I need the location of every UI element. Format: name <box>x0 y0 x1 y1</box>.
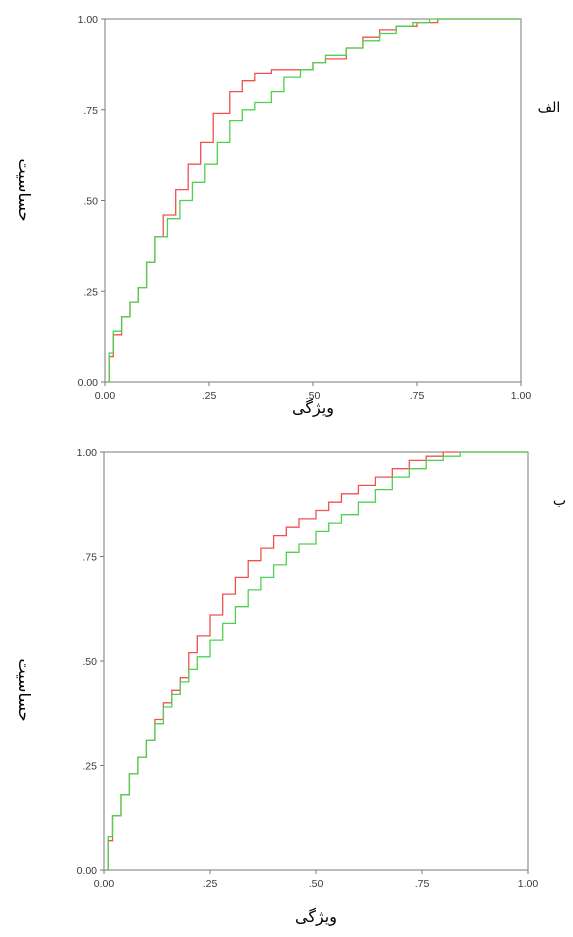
panel-a-x-tick-label: .75 <box>410 390 425 402</box>
panel-a-plot-frame <box>104 18 522 383</box>
panel-a-series-2-line <box>105 18 521 383</box>
panel-a-series-layer <box>105 18 521 383</box>
panel-a-y-axis-label: حساسیت <box>15 159 34 222</box>
panel-a-y-tick-label: .75 <box>83 105 98 117</box>
panel-b-x-tick-label: .50 <box>309 878 324 890</box>
panel-a-tag: الف <box>538 100 561 116</box>
panel-b-y-tick-label: .25 <box>82 761 97 773</box>
panel-a-y-tick-label: .25 <box>83 286 98 298</box>
panel-b: 0.00 .25 .50 .75 1.00 0.00 .25 .50 .75 1.00 ب ویژ… <box>15 447 566 927</box>
panel-b-y-tick-label: .50 <box>82 656 97 668</box>
panel-b-x-tick-label: .25 <box>203 878 218 890</box>
panel-a-y-tick-label: 0.00 <box>78 377 99 389</box>
panel-b-ticks-layer: 0.00 .25 .50 .75 1.00 0.00 .25 .50 .75 1.00 <box>77 447 539 890</box>
panel-b-x-tick-label: 1.00 <box>518 878 539 890</box>
panel-a-x-tick-label: .50 <box>306 390 321 402</box>
panel-b-x-tick-label: 0.00 <box>94 878 115 890</box>
panel-a-x-tick-label: .25 <box>202 390 217 402</box>
panel-b-y-axis-label: حساسیت <box>15 659 34 722</box>
panel-a-x-tick-label: 0.00 <box>95 390 116 402</box>
panel-b-tag: ب <box>553 493 566 509</box>
panel-a: 0.00 .25 .50 .75 1.00 0.00 .25 .50 .75 1.00 الف و… <box>15 14 560 418</box>
panel-b-y-tick-label: .75 <box>82 552 97 564</box>
panel-a-y-tick-label: 1.00 <box>78 14 99 26</box>
panel-b-x-axis-label: ویژگی <box>295 907 337 927</box>
panel-b-y-tick-label: 1.00 <box>77 447 98 459</box>
panel-a-x-tick-label: 1.00 <box>511 390 532 402</box>
panel-a-x-axis-label: ویژگی <box>292 398 334 418</box>
panel-b-plot-frame <box>103 451 529 871</box>
panel-b-series-layer <box>104 451 528 871</box>
panel-a-ticks-layer: 0.00 .25 .50 .75 1.00 0.00 .25 .50 .75 1.00 <box>78 14 532 402</box>
panel-b-series-2-line <box>104 451 528 871</box>
panel-b-x-tick-label: .75 <box>415 878 430 890</box>
panel-b-y-tick-label: 0.00 <box>77 865 98 877</box>
panel-a-y-tick-label: .50 <box>83 196 98 208</box>
